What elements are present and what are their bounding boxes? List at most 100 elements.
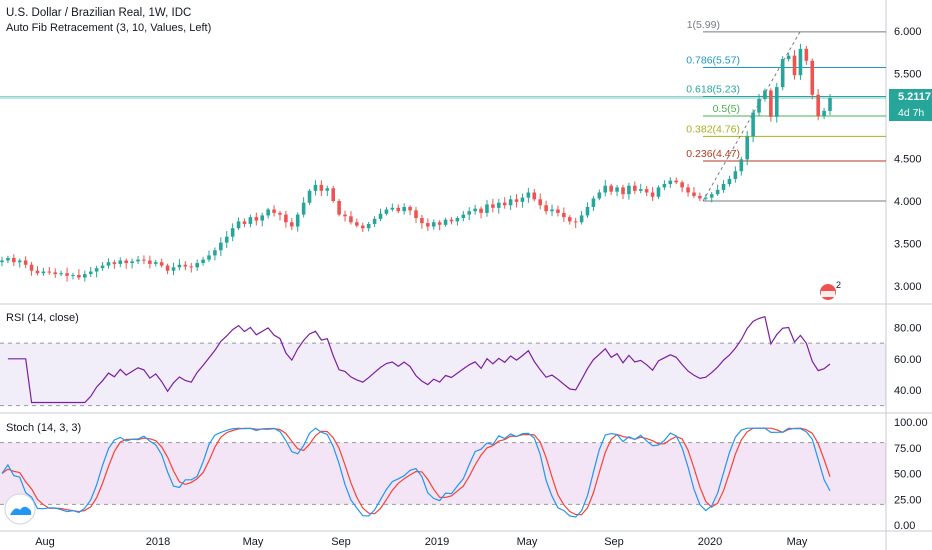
price-tick: 6.000 bbox=[894, 26, 922, 38]
candle bbox=[662, 180, 667, 191]
stoch-tick: 50.00 bbox=[894, 469, 922, 481]
candle bbox=[467, 207, 472, 221]
candle bbox=[739, 156, 744, 176]
candle bbox=[709, 191, 714, 203]
candle bbox=[692, 186, 696, 199]
candle bbox=[461, 211, 466, 222]
candle bbox=[171, 262, 176, 276]
candle bbox=[337, 198, 341, 217]
candle bbox=[644, 185, 649, 196]
candle bbox=[579, 210, 584, 225]
stoch-tick: 0.00 bbox=[894, 520, 915, 532]
candle bbox=[485, 199, 489, 217]
bar-countdown: 4d 7h bbox=[898, 107, 924, 119]
candle bbox=[88, 266, 93, 277]
candle bbox=[349, 211, 353, 225]
candle bbox=[502, 197, 507, 209]
candle bbox=[638, 183, 643, 194]
candle bbox=[159, 258, 164, 268]
stoch-band bbox=[0, 442, 886, 505]
stoch-label: Stoch (14, 3, 3) bbox=[6, 422, 81, 434]
fib-label: 1(5.99) bbox=[687, 19, 720, 31]
candle bbox=[325, 185, 330, 197]
fib-label: 0.786(5.57) bbox=[686, 55, 740, 67]
candle bbox=[609, 183, 613, 196]
rsi-line bbox=[7, 315, 831, 404]
candle bbox=[165, 263, 170, 275]
tradingview-logo-icon bbox=[4, 493, 36, 525]
candle bbox=[53, 268, 58, 278]
candle bbox=[603, 179, 608, 197]
candle bbox=[313, 180, 318, 196]
candle bbox=[520, 193, 525, 208]
candle bbox=[213, 247, 217, 261]
time-tick: May bbox=[787, 536, 808, 548]
candle bbox=[384, 207, 389, 216]
time-tick: 2018 bbox=[146, 536, 170, 548]
time-tick: Sep bbox=[604, 536, 624, 548]
candle bbox=[71, 272, 75, 280]
fib-label: 0.5(5) bbox=[713, 103, 740, 115]
candle bbox=[828, 93, 832, 116]
candle bbox=[183, 261, 188, 271]
candles bbox=[0, 43, 832, 282]
current-price-badge: 5.2117 4d 7h bbox=[889, 89, 932, 122]
fib-label: 0.618(5.23) bbox=[686, 83, 740, 95]
rsi-band bbox=[0, 342, 886, 407]
candle bbox=[94, 265, 99, 278]
candle bbox=[41, 267, 46, 276]
candle bbox=[591, 195, 596, 211]
rsi-tick: 60.00 bbox=[894, 354, 922, 366]
rsi-axis: 40.00 60.00 80.00 bbox=[894, 323, 922, 398]
candle bbox=[290, 218, 294, 231]
candle bbox=[514, 194, 519, 208]
candle bbox=[674, 177, 679, 185]
candle bbox=[142, 255, 146, 264]
candle bbox=[532, 188, 537, 202]
candle bbox=[816, 88, 820, 121]
candle bbox=[360, 222, 365, 232]
time-tick: Sep bbox=[331, 536, 351, 548]
candle bbox=[473, 204, 477, 215]
candle bbox=[774, 82, 779, 123]
candle bbox=[497, 199, 501, 214]
candle bbox=[822, 107, 826, 120]
candle bbox=[207, 250, 211, 262]
price-tick: 4.500 bbox=[894, 154, 922, 166]
price-tick: 4.000 bbox=[894, 196, 922, 208]
candle bbox=[550, 204, 554, 217]
candle bbox=[17, 258, 22, 268]
price-tick: 3.500 bbox=[894, 239, 922, 251]
events-icon[interactable]: 2 bbox=[820, 280, 841, 300]
candle bbox=[420, 214, 424, 229]
fib-label: 0.236(4.47) bbox=[686, 148, 740, 160]
candle bbox=[77, 269, 81, 281]
candle bbox=[615, 184, 619, 197]
candle bbox=[704, 194, 708, 201]
candle bbox=[698, 192, 702, 202]
candle bbox=[804, 45, 809, 65]
candle bbox=[177, 258, 182, 271]
candle bbox=[491, 198, 495, 213]
candle bbox=[260, 212, 265, 227]
symbol-title: U.S. Dollar / Brazilian Real, 1W, IDC bbox=[6, 7, 191, 19]
candle bbox=[219, 237, 223, 257]
candle bbox=[621, 184, 625, 200]
candle bbox=[284, 210, 288, 228]
stoch-k-line bbox=[1, 427, 831, 518]
candle bbox=[414, 206, 418, 223]
candle bbox=[526, 188, 531, 203]
candle bbox=[130, 258, 134, 269]
candle bbox=[508, 195, 513, 210]
candle bbox=[272, 205, 276, 217]
candle bbox=[573, 217, 578, 229]
candle bbox=[437, 220, 442, 231]
candle bbox=[727, 175, 732, 187]
time-tick: 2019 bbox=[425, 536, 449, 548]
candle bbox=[810, 58, 815, 100]
candle bbox=[59, 270, 63, 277]
candle bbox=[0, 256, 4, 267]
candle bbox=[680, 180, 684, 193]
